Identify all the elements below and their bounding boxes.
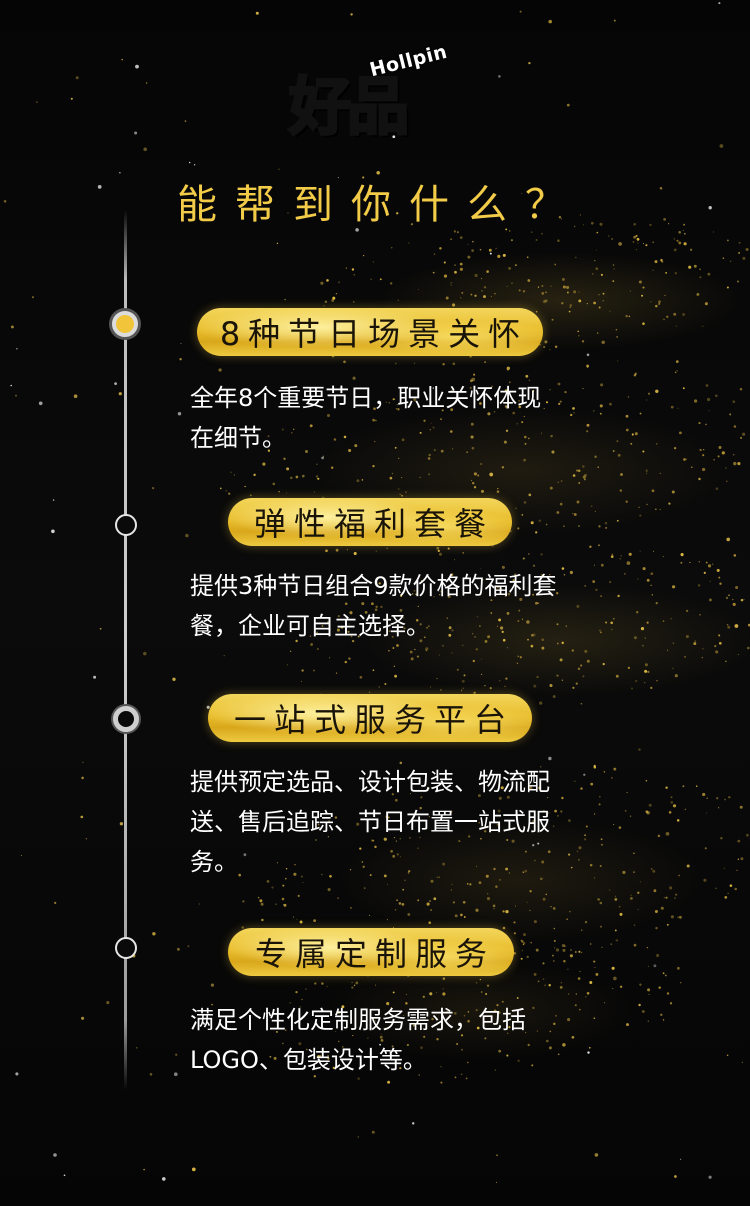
section-heading-pill: 一站式服务平台 xyxy=(208,694,532,742)
section-heading: 8种节日场景关怀 xyxy=(219,315,529,353)
logo-mark: 好品 xyxy=(287,70,410,143)
timeline-line xyxy=(124,210,127,1090)
section-heading: 专属定制服务 xyxy=(254,935,495,973)
section-description: 提供预定选品、设计包装、物流配送、售后追踪、节日布置一站式服务。 xyxy=(190,768,550,876)
section-heading-pill: 专属定制服务 xyxy=(228,928,514,976)
timeline-node-3 xyxy=(113,706,139,732)
section-description: 满足个性化定制服务需求，包括LOGO、包装设计等。 xyxy=(190,1006,526,1074)
timeline-node-1 xyxy=(112,311,138,337)
section-heading: 弹性福利套餐 xyxy=(253,505,494,543)
section-heading-pill: 8种节日场景关怀 xyxy=(197,308,543,356)
hollpin-logo: Hollpin 好品 xyxy=(285,41,455,150)
section-heading: 一站式服务平台 xyxy=(233,701,514,739)
timeline-node-2 xyxy=(115,514,137,536)
section-description: 全年8个重要节日，职业关怀体现在细节。 xyxy=(190,384,542,452)
section-heading-pill: 弹性福利套餐 xyxy=(228,498,512,546)
section-description: 提供3种节日组合9款价格的福利套餐，企业可自主选择。 xyxy=(190,572,557,640)
timeline-node-4 xyxy=(115,937,137,959)
page-title: 能帮到你什么？ xyxy=(177,182,583,228)
